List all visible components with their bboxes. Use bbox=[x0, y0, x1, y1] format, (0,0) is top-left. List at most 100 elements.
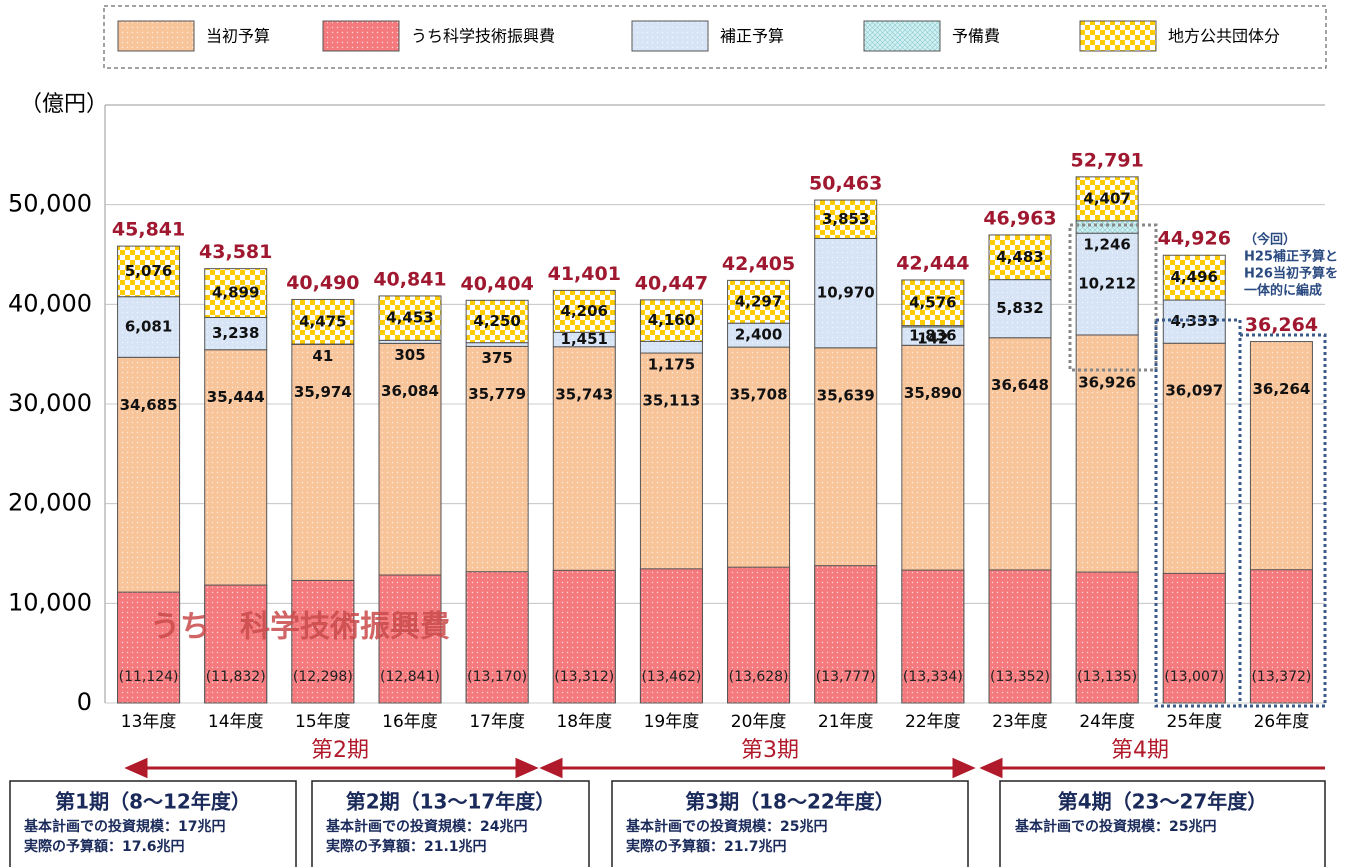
legend-swatch bbox=[863, 20, 941, 52]
value-label: (13,462) bbox=[641, 669, 701, 685]
value-label: 1,836 bbox=[909, 327, 956, 345]
value-label: 36,926 bbox=[1078, 373, 1136, 391]
bar-segment bbox=[117, 591, 181, 704]
bar-segment bbox=[639, 299, 703, 342]
bar-segment bbox=[988, 234, 1052, 281]
total-label: 40,404 bbox=[460, 273, 533, 295]
value-label: (13,170) bbox=[467, 669, 527, 685]
y-tick-label: 20,000 bbox=[8, 489, 92, 517]
value-label: 4,496 bbox=[1171, 268, 1218, 286]
box-line: 実際の予算額：21.7兆円 bbox=[626, 838, 787, 855]
value-label: 4,206 bbox=[561, 302, 608, 320]
legend-label: うち科学技術振興費 bbox=[411, 27, 555, 46]
period-box bbox=[611, 780, 969, 867]
value-label: 142 bbox=[917, 329, 948, 347]
value-label: 36,264 bbox=[1252, 380, 1310, 398]
bar-segment bbox=[1162, 299, 1226, 344]
box-line: 実際の予算額：17.6兆円 bbox=[24, 838, 185, 855]
bar-segment bbox=[291, 298, 355, 345]
value-label: 10,970 bbox=[817, 284, 875, 302]
total-label: 42,405 bbox=[722, 253, 795, 275]
x-tick-label: 14年度 bbox=[208, 712, 264, 732]
period-label: 第3期 bbox=[741, 738, 799, 763]
value-label: 4,297 bbox=[735, 292, 782, 310]
bar-segment bbox=[814, 565, 878, 704]
bar-segment bbox=[117, 296, 181, 358]
legend-swatch bbox=[117, 20, 195, 52]
bar-segment bbox=[988, 279, 1052, 339]
overlay-label: うち 科学技術振興費 bbox=[150, 610, 450, 645]
x-tick-label: 21年度 bbox=[818, 712, 874, 732]
bar-segment bbox=[552, 569, 616, 704]
value-label: (13,135) bbox=[1077, 669, 1137, 685]
value-label: 35,639 bbox=[817, 386, 875, 404]
value-label: (13,007) bbox=[1164, 669, 1224, 685]
value-label: (11,832) bbox=[206, 669, 266, 685]
bar-segment bbox=[1162, 254, 1226, 301]
value-label: 36,648 bbox=[991, 376, 1049, 394]
highlight-box bbox=[1068, 223, 1158, 372]
value-label: 1,175 bbox=[648, 356, 695, 374]
total-label: 45,841 bbox=[112, 219, 185, 241]
box-line: 実際の予算額：21.1兆円 bbox=[326, 838, 487, 855]
value-label: 35,113 bbox=[642, 392, 700, 410]
bar-segment bbox=[1075, 176, 1139, 222]
box-line: 基本計画での投資規模：25兆円 bbox=[626, 818, 827, 835]
x-tick-label: 15年度 bbox=[295, 712, 351, 732]
period-label: 第2期 bbox=[311, 738, 369, 763]
value-label: 35,743 bbox=[555, 385, 613, 403]
y-axis-label: （億円） bbox=[20, 92, 108, 117]
legend-swatch bbox=[631, 20, 709, 52]
bar-segment bbox=[465, 571, 529, 704]
bar-segment bbox=[1162, 572, 1226, 704]
value-label: 4,160 bbox=[648, 311, 695, 329]
bar-segment bbox=[378, 574, 442, 704]
value-label: 4,407 bbox=[1083, 189, 1130, 207]
value-label: 4,576 bbox=[909, 293, 956, 311]
bar-segment bbox=[1075, 571, 1139, 704]
x-tick-label: 26年度 bbox=[1254, 712, 1310, 732]
value-label: 4,453 bbox=[386, 309, 433, 327]
y-tick-label: 40,000 bbox=[8, 289, 92, 317]
value-label: 35,444 bbox=[207, 388, 265, 406]
x-tick-label: 19年度 bbox=[644, 712, 700, 732]
box-title: 第2期（13～17年度） bbox=[346, 790, 556, 814]
value-label: (13,334) bbox=[903, 669, 963, 685]
y-tick-label: 0 bbox=[77, 688, 92, 716]
value-label: 2,400 bbox=[735, 326, 782, 344]
legend-label: 補正予算 bbox=[720, 27, 784, 46]
bar-segment bbox=[117, 245, 181, 298]
value-label: 36,084 bbox=[381, 382, 439, 400]
legend-box bbox=[103, 5, 1327, 69]
value-label: (13,777) bbox=[816, 669, 876, 685]
value-label: 5,076 bbox=[125, 262, 172, 280]
value-label: (12,841) bbox=[380, 669, 440, 685]
bar-segment bbox=[639, 340, 703, 354]
period-label: 第4期 bbox=[1111, 738, 1169, 763]
value-label: 5,832 bbox=[996, 299, 1043, 317]
value-label: (13,372) bbox=[1251, 669, 1311, 685]
bar-segment bbox=[552, 289, 616, 333]
box-title: 第4期（23～27年度） bbox=[1058, 790, 1268, 814]
bar-segment bbox=[814, 199, 878, 239]
bar-segment bbox=[639, 568, 703, 704]
total-label: 40,447 bbox=[635, 272, 708, 294]
x-tick-label: 25年度 bbox=[1166, 712, 1222, 732]
value-label: 4,475 bbox=[299, 312, 346, 330]
value-label: 35,779 bbox=[468, 385, 526, 403]
bar-segment bbox=[1075, 220, 1139, 234]
y-tick-label: 10,000 bbox=[8, 588, 92, 616]
value-label: 4,483 bbox=[996, 248, 1043, 266]
total-label: 40,841 bbox=[373, 268, 446, 290]
x-tick-label: 20年度 bbox=[731, 712, 787, 732]
value-label: 1,246 bbox=[1083, 236, 1130, 254]
value-label: 41 bbox=[312, 347, 333, 365]
x-tick-label: 16年度 bbox=[382, 712, 438, 732]
x-tick-label: 17年度 bbox=[469, 712, 525, 732]
total-label: 41,401 bbox=[548, 263, 621, 285]
box-line: 基本計画での投資規模：24兆円 bbox=[326, 818, 527, 835]
legend-label: 予備費 bbox=[952, 27, 1000, 46]
legend-swatch bbox=[322, 20, 400, 52]
period-box bbox=[9, 780, 297, 867]
value-label: (12,298) bbox=[293, 669, 353, 685]
